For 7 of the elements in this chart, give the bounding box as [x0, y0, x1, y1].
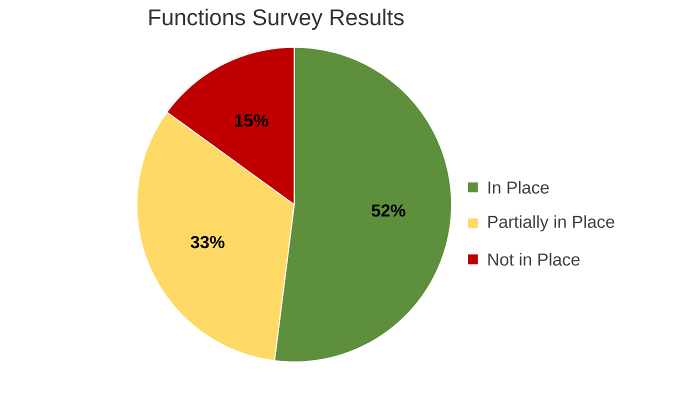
legend-label: Not in Place [488, 252, 580, 266]
legend-label: Partially in Place [488, 215, 614, 232]
data-label: 33% [190, 236, 224, 248]
data-label: 15% [235, 114, 268, 127]
legend-label: In Place [488, 180, 549, 194]
chart-title: Functions Survey Results [149, 8, 404, 30]
data-label: 52% [372, 204, 406, 217]
